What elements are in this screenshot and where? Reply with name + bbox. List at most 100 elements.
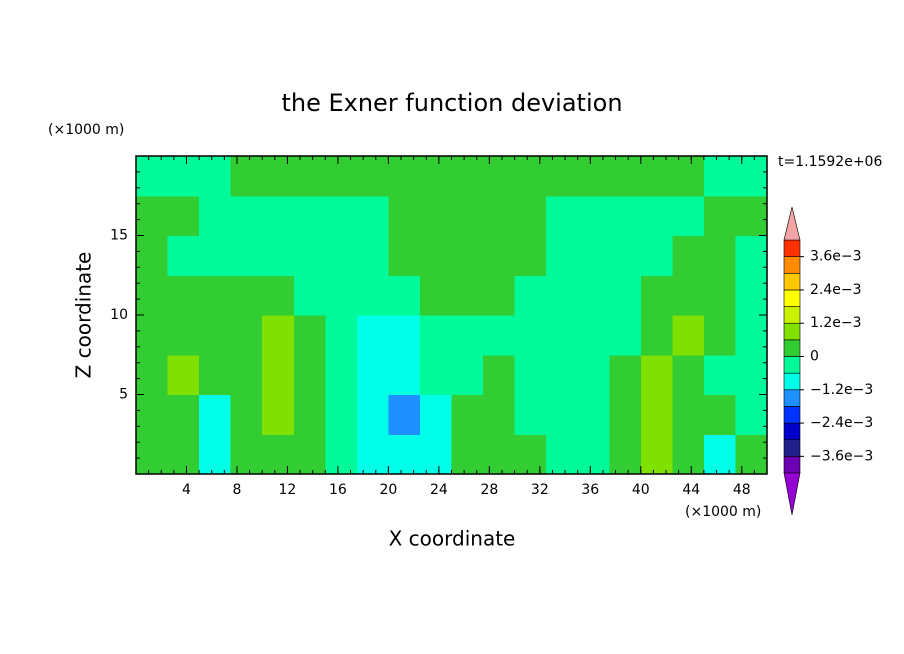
colorbar-box: [783, 356, 801, 374]
contour-cell: [451, 235, 484, 276]
contour-cell: [388, 434, 421, 475]
colorbar-over: [783, 206, 801, 241]
contour-cell: [356, 156, 389, 197]
contour-cell: [577, 354, 610, 395]
colorbar-tick-label: 2.4e−3: [810, 282, 862, 298]
x-tick-label: 4: [182, 482, 191, 498]
contour-cell: [262, 394, 295, 435]
contour-cell: [483, 354, 516, 395]
contour-cell: [546, 394, 579, 435]
contour-cell: [262, 275, 295, 316]
contour-cell: [735, 156, 768, 197]
contour-cell: [199, 315, 232, 356]
colorbar-tick-label: −1.2e−3: [810, 382, 873, 398]
contour-cell: [451, 315, 484, 356]
y-unit: (×1000 m): [48, 122, 124, 138]
contour-cell: [199, 434, 232, 475]
annotation: t=1.1592e+06: [778, 154, 882, 170]
x-tick-label: 24: [430, 482, 448, 498]
contour-cell: [325, 156, 358, 197]
contour-cell: [514, 156, 547, 197]
contour-cell: [703, 235, 736, 276]
contour-cell: [325, 235, 358, 276]
colorbar-box: [783, 422, 801, 441]
contour-cell: [546, 434, 579, 475]
contour-cell: [514, 275, 547, 316]
colorbar-box: [783, 239, 801, 257]
contour-cell: [325, 354, 358, 395]
contour-cell: [483, 275, 516, 316]
contour-cell: [577, 315, 610, 356]
contour-cell: [230, 434, 263, 475]
x-tick-label: 16: [329, 482, 347, 498]
contour-cell: [388, 235, 421, 276]
contour-cell: [388, 275, 421, 316]
x-tick-label: 20: [379, 482, 397, 498]
contour-cell: [703, 394, 736, 435]
contour-cell: [356, 315, 389, 356]
contour-cell: [451, 434, 484, 475]
contour-cell: [199, 235, 232, 276]
colorbar-box: [783, 389, 801, 407]
contour-cell: [356, 275, 389, 316]
contour-cell: [514, 354, 547, 395]
contour-cell: [640, 195, 673, 236]
contour-cell: [388, 156, 421, 197]
contour-cell: [388, 195, 421, 236]
contour-cell: [546, 275, 579, 316]
contour-cell: [136, 235, 169, 276]
contour-cell: [230, 354, 263, 395]
contour-cell: [167, 275, 200, 316]
contour-cell: [672, 235, 705, 276]
contour-cell: [325, 195, 358, 236]
contour-cell: [293, 235, 326, 276]
contour-cell: [514, 434, 547, 475]
contour-cell: [735, 354, 768, 395]
contour-cell: [577, 156, 610, 197]
contour-cell: [262, 235, 295, 276]
contour-cell: [703, 315, 736, 356]
colorbar-box: [783, 456, 801, 474]
contour-cell: [609, 315, 642, 356]
contour-cell: [609, 394, 642, 435]
contour-cell: [735, 275, 768, 316]
contour-cell: [136, 156, 169, 197]
contour-cell: [325, 434, 358, 475]
contour-cell: [325, 315, 358, 356]
contour-cell: [735, 235, 768, 276]
contour-cell: [703, 434, 736, 475]
colorbar-tick-label: 1.2e−3: [810, 315, 862, 331]
contour-cell: [672, 156, 705, 197]
contour-cell: [325, 394, 358, 435]
contour-cell: [483, 156, 516, 197]
x-tick-label: 40: [632, 482, 650, 498]
contour-cell: [451, 354, 484, 395]
contour-cell: [356, 394, 389, 435]
contour-cell: [514, 394, 547, 435]
contour-cell: [451, 394, 484, 435]
contour-cell: [356, 354, 389, 395]
contour-cell: [199, 275, 232, 316]
contour-cell: [167, 434, 200, 475]
contour-cell: [640, 394, 673, 435]
colorbar-tick-label: −2.4e−3: [810, 415, 873, 431]
contour-cell: [640, 434, 673, 475]
contour-cell: [609, 434, 642, 475]
contour-cell: [199, 354, 232, 395]
y-tick-label: 15: [110, 228, 128, 244]
contour-cell: [577, 434, 610, 475]
contour-cell: [293, 315, 326, 356]
contour-cell: [735, 315, 768, 356]
colorbar-box: [783, 322, 801, 341]
contour-cell: [419, 156, 452, 197]
contour-cell: [293, 275, 326, 316]
contour-cell: [577, 195, 610, 236]
contour-cell: [356, 235, 389, 276]
contour-cell: [262, 354, 295, 395]
colorbar-box: [783, 339, 801, 357]
contour-cell: [451, 195, 484, 236]
contour-cell: [483, 434, 516, 475]
contour-cell: [640, 156, 673, 197]
x-tick-label: 48: [733, 482, 751, 498]
